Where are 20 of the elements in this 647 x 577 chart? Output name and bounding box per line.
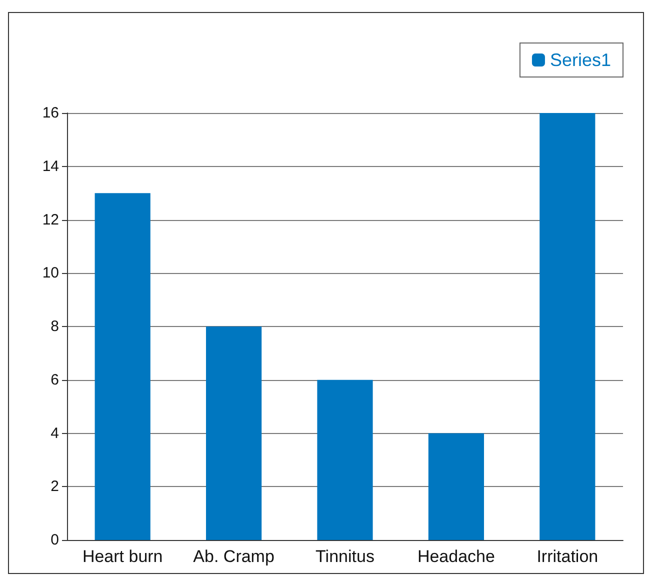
y-tick-label: 6 [50,371,59,388]
bar [317,380,373,540]
y-tick-label: 0 [50,532,59,548]
y-tick-label: 8 [50,318,59,335]
x-tick-label: Heart burn [82,547,163,566]
bar [94,193,150,540]
y-tick-label: 10 [42,264,59,282]
bar [540,113,596,540]
y-tick-label: 4 [50,424,59,442]
y-tick-label: 2 [50,478,59,496]
x-tick-label: Irritation [536,547,598,566]
x-tick-label: Ab. Cramp [193,547,274,566]
y-tick-label: 12 [42,211,59,228]
y-tick-label: 14 [42,158,59,175]
bar [428,433,484,540]
legend-label: Series1 [550,50,611,70]
bar [206,326,262,540]
x-tick-label: Tinnitus [316,547,374,566]
x-tick-label: Headache [417,547,495,566]
y-tick-label: 16 [42,104,59,122]
